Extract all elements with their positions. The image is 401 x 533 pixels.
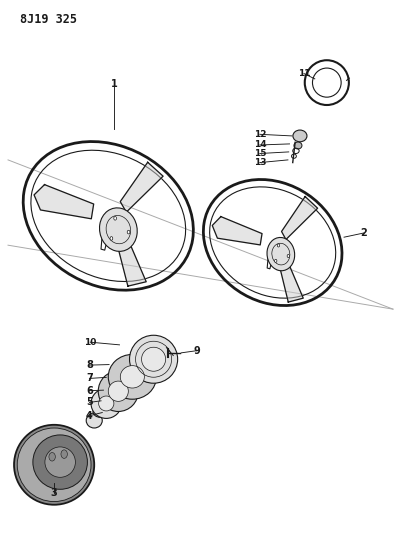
Ellipse shape	[33, 435, 87, 489]
Circle shape	[127, 230, 130, 234]
Circle shape	[114, 216, 117, 220]
Ellipse shape	[130, 335, 178, 383]
Polygon shape	[34, 184, 94, 219]
Ellipse shape	[93, 406, 107, 417]
Text: 13: 13	[253, 158, 266, 167]
Ellipse shape	[293, 130, 307, 142]
Circle shape	[277, 244, 279, 247]
Ellipse shape	[17, 428, 91, 502]
Text: 8J19 325: 8J19 325	[20, 13, 77, 26]
Text: 11: 11	[298, 69, 310, 78]
Circle shape	[287, 254, 290, 257]
Text: 9: 9	[193, 346, 200, 356]
Text: 5: 5	[86, 398, 93, 407]
Ellipse shape	[14, 425, 94, 505]
Ellipse shape	[86, 413, 102, 428]
Ellipse shape	[91, 389, 122, 418]
Circle shape	[110, 237, 113, 240]
Text: 12: 12	[253, 130, 266, 139]
Ellipse shape	[99, 396, 114, 411]
Ellipse shape	[98, 371, 138, 411]
Ellipse shape	[99, 208, 137, 252]
Polygon shape	[115, 229, 146, 286]
Polygon shape	[277, 253, 303, 302]
Circle shape	[61, 450, 67, 458]
Ellipse shape	[267, 238, 295, 271]
Circle shape	[49, 453, 55, 461]
Text: 1: 1	[111, 79, 117, 88]
Text: 2: 2	[361, 228, 367, 238]
Circle shape	[275, 260, 277, 262]
Text: 10: 10	[84, 338, 96, 346]
Text: 7: 7	[86, 374, 93, 383]
Text: 8: 8	[86, 360, 93, 370]
Text: 6: 6	[86, 386, 93, 395]
Polygon shape	[120, 162, 163, 212]
Polygon shape	[282, 197, 318, 239]
Ellipse shape	[45, 447, 75, 478]
Polygon shape	[212, 216, 262, 245]
Ellipse shape	[120, 366, 144, 388]
Ellipse shape	[108, 381, 128, 401]
Ellipse shape	[142, 348, 166, 371]
Ellipse shape	[294, 142, 302, 149]
Text: 14: 14	[253, 141, 266, 149]
Text: 4: 4	[86, 411, 93, 421]
Text: 15: 15	[253, 149, 266, 158]
Ellipse shape	[108, 354, 156, 399]
Text: 3: 3	[51, 488, 57, 498]
